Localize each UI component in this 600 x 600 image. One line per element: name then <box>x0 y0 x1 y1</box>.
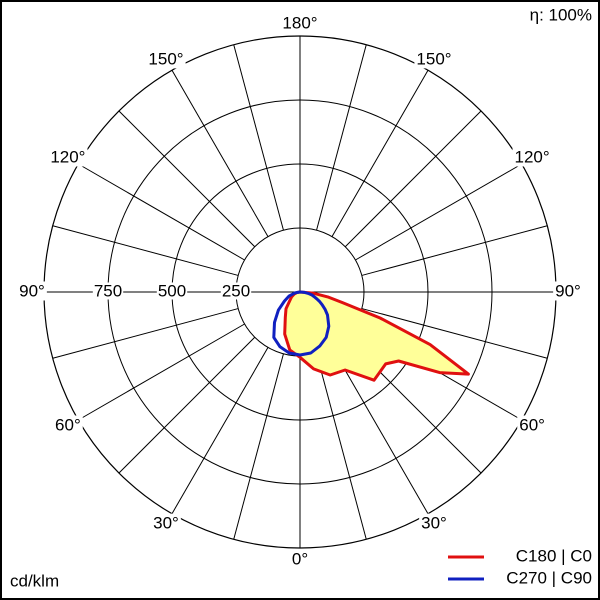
spoke <box>316 44 367 231</box>
unit-label: cd/klm <box>10 571 59 590</box>
r-tick-label: 750 <box>94 281 122 300</box>
spoke <box>118 336 256 474</box>
theta-tick-label: 30° <box>421 514 447 533</box>
theta-tick-bg <box>289 549 311 569</box>
theta-tick-label: 150° <box>416 49 451 68</box>
r-tick-bg <box>156 282 188 300</box>
theta-tick-bg <box>53 415 83 435</box>
spoke <box>344 110 482 248</box>
theta-tick-label: 180° <box>282 13 317 32</box>
theta-tick-bg <box>17 281 47 301</box>
theta-tick-label: 30° <box>153 514 179 533</box>
theta-tick-label: 120° <box>50 147 85 166</box>
theta-tick-label: 90° <box>19 281 45 300</box>
theta-tick-bg <box>414 49 454 69</box>
theta-tick-label: 90° <box>555 281 581 300</box>
r-tick-label: 250 <box>222 281 250 300</box>
spoke <box>233 353 284 540</box>
legend-label: C270 | C90 <box>506 568 592 587</box>
theta-tick-bg <box>146 49 186 69</box>
theta-tick-bg <box>280 13 320 33</box>
theta-tick-bg <box>48 147 88 167</box>
spoke <box>171 347 269 514</box>
spoke <box>331 347 429 514</box>
r-tick-bg <box>92 282 124 300</box>
spoke <box>78 163 245 261</box>
theta-tick-bg <box>512 147 552 167</box>
spoke <box>361 225 548 276</box>
spoke <box>118 110 256 248</box>
curve <box>272 290 331 357</box>
r-tick-label: 500 <box>158 281 186 300</box>
legend-label: C180 | C0 <box>516 546 592 565</box>
spoke <box>233 44 284 231</box>
efficiency-label: η: 100% <box>530 5 592 24</box>
r-tick-bg <box>220 282 252 300</box>
theta-tick-label: 0° <box>292 549 308 568</box>
theta-tick-label: 60° <box>519 415 545 434</box>
theta-tick-label: 150° <box>148 49 183 68</box>
theta-tick-bg <box>419 513 449 533</box>
spoke <box>52 225 239 276</box>
theta-tick-label: 60° <box>55 415 81 434</box>
spoke <box>361 308 548 359</box>
theta-tick-bg <box>553 281 583 301</box>
theta-tick-label: 120° <box>515 147 550 166</box>
spoke <box>171 70 269 237</box>
spoke <box>316 353 367 540</box>
spoke <box>355 163 522 261</box>
theta-tick-bg <box>517 415 547 435</box>
curve-fill <box>284 292 469 381</box>
spoke <box>52 308 239 359</box>
spoke <box>331 70 429 237</box>
spoke <box>78 323 245 421</box>
theta-tick-bg <box>151 513 181 533</box>
curve <box>283 290 470 382</box>
